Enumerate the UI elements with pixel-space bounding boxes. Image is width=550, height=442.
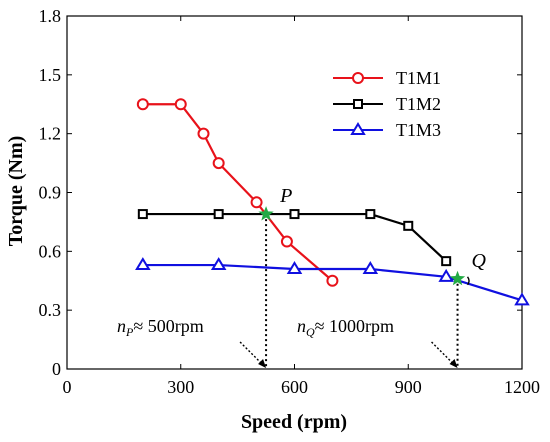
legend-marker-t1m2 [353,99,363,109]
y-axis-title: Torque (Nm) [5,136,27,247]
y-tick-label: 0.6 [39,241,62,261]
series-line-t1m2 [142,212,447,262]
data-point-t1m1 [197,127,210,140]
legend-marker-t1m1 [352,72,364,84]
data-point-t1m1 [250,196,263,209]
annotation-arrowhead-q [449,359,458,368]
data-point-t1m1 [280,235,293,248]
data-point-t1m2 [403,220,414,231]
y-tick-label: 1.8 [39,6,62,26]
data-point-t1m2 [213,209,224,220]
annotation-label-q: nQ≈ 1000rpm [297,316,394,339]
legend-label-t1m1: T1M1 [396,68,441,88]
annotation-arrow-p [239,341,264,366]
intersection-star-p [258,206,274,221]
data-point-t1m3 [514,292,530,306]
data-point-t1m2 [137,209,148,220]
annotation-arrow-q [431,341,456,366]
x-tick-label: 900 [395,377,422,397]
annotation-arrowhead-p [258,359,267,368]
data-point-t1m2 [441,256,452,267]
data-point-t1m2 [365,209,376,220]
legend-label-t1m2: T1M2 [396,94,441,114]
legend-label-t1m3: T1M3 [396,120,441,140]
legend-marker-t1m3 [350,122,366,135]
y-tick-label: 1.5 [39,65,62,85]
intersection-label-p: P [279,185,292,207]
data-point-t1m3 [286,261,303,274]
x-tick-label: 1200 [504,377,540,397]
y-tick-label: 1.2 [39,124,62,144]
data-point-t1m3 [362,261,379,274]
y-tick-label: 0 [52,359,61,379]
q-hook [466,276,470,286]
annotation-label-p: nP≈ 500rpm [117,316,204,339]
data-point-t1m1 [212,157,225,170]
y-tick-label: 0.9 [39,183,62,203]
data-point-t1m3 [438,268,454,282]
data-point-t1m3 [210,257,227,271]
intersection-label-q: Q [472,250,487,272]
data-point-t1m3 [135,257,151,271]
data-point-t1m2 [289,209,300,220]
data-point-t1m1 [326,274,339,287]
x-tick-label: 600 [281,377,308,397]
data-point-t1m1 [136,98,149,111]
legend: T1M1 T1M2 T1M3 [333,68,441,140]
x-tick-label: 300 [167,377,194,397]
x-tick-label: 0 [63,377,72,397]
intersection-star-q [449,270,466,286]
x-axis-title: Speed (rpm) [241,411,347,433]
y-tick-label: 0.3 [39,300,62,320]
data-point-t1m1 [174,98,187,111]
